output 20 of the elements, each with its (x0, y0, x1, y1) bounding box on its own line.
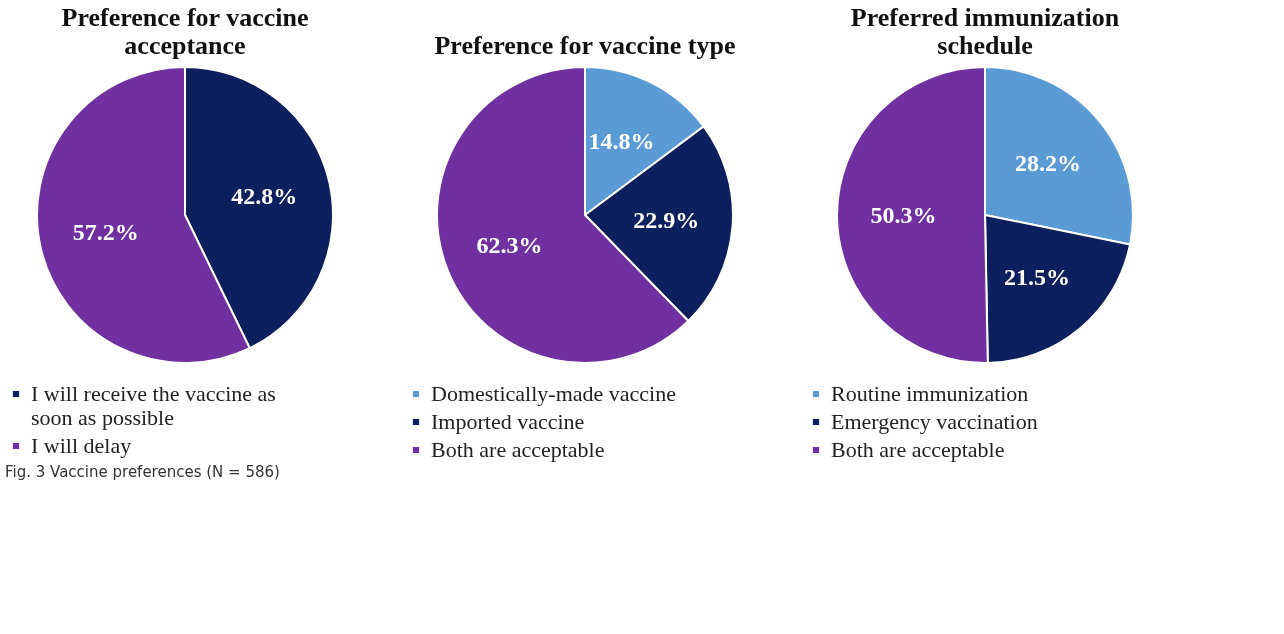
legend-label: Both are acceptable (831, 437, 1005, 462)
legend-label: Routine immunization (831, 381, 1029, 406)
data-label: 21.5% (1004, 263, 1071, 290)
data-label: 57.2% (72, 219, 139, 246)
data-label: 62.3% (476, 231, 543, 258)
data-label: 28.2% (1015, 149, 1082, 176)
legend-label: Both are acceptable (431, 437, 605, 462)
legend-label: Domestically-made vaccine (431, 381, 676, 406)
data-label: 50.3% (870, 201, 937, 228)
legend-label: I will delay (31, 433, 132, 458)
chart-title: Preference for vaccine acceptance (61, 3, 309, 60)
chart-title: Preferred immunization schedule (850, 3, 1120, 60)
legend-label: Imported vaccine (431, 409, 585, 434)
legend-label: I will receive the vaccine as soon as possible (31, 381, 276, 430)
chart-title: Preference for vaccine type (434, 31, 736, 60)
data-label: 22.9% (633, 207, 700, 234)
data-label: 14.8% (588, 128, 655, 155)
caption: Fig. 3 Vaccine preferences (N = 586) (5, 463, 280, 481)
data-label: 42.8% (231, 182, 298, 209)
legend-label: Emergency vaccination (831, 409, 1038, 434)
